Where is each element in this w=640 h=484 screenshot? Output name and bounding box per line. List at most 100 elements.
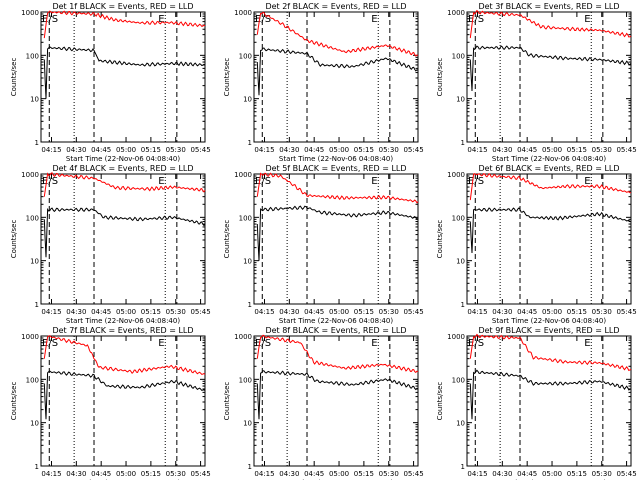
- x-tick-label: 04:45: [517, 146, 537, 154]
- panel-9: Det 9f BLACK = Events, RED = LLD E/S E 1 10 1…: [436, 326, 637, 484]
- panel-6: Det 6f BLACK = Events, RED = LLD E/S E 1 10 1…: [436, 164, 637, 325]
- lld-series-line: [256, 334, 419, 374]
- x-tick-label: 04:15: [41, 146, 61, 154]
- x-tick-label: 04:45: [517, 470, 537, 478]
- plot-frame: [466, 11, 632, 143]
- marker-label: E: [371, 14, 377, 25]
- lld-series-line: [256, 11, 419, 57]
- y-tick-label: 1000: [21, 333, 39, 341]
- y-tick-label: 1000: [234, 171, 252, 179]
- marker-label: E/S: [42, 14, 58, 25]
- x-tick-label: 05:30: [166, 146, 186, 154]
- marker-label: E/S: [255, 14, 271, 25]
- y-tick-label: 10: [456, 96, 465, 104]
- x-axis-label: Start Time (22-Nov-06 04:08:40): [66, 317, 180, 325]
- x-tick-label: 05:15: [141, 308, 161, 316]
- panel-3: Det 3f BLACK = Events, RED = LLD E/S E 1 10 1…: [436, 2, 637, 163]
- x-tick-label: 04:30: [66, 146, 86, 154]
- lld-series-line: [469, 333, 632, 372]
- x-tick-label: 04:30: [279, 470, 299, 478]
- x-axis-label: Start Time (22-Nov-06 04:08:40): [66, 155, 180, 163]
- y-tick-label: 1000: [447, 333, 465, 341]
- x-tick-label: 05:15: [354, 308, 374, 316]
- x-tick-label: 04:30: [492, 146, 512, 154]
- x-tick-label: 05:45: [616, 470, 636, 478]
- events-series-line: [256, 370, 419, 420]
- marker-label: E/S: [42, 338, 58, 349]
- plot-frame: [253, 11, 419, 143]
- x-tick-label: 05:00: [329, 308, 349, 316]
- marker-label: E: [158, 14, 164, 25]
- x-tick-label: 04:15: [41, 470, 61, 478]
- panel-title: Det 9f BLACK = Events, RED = LLD: [478, 326, 619, 335]
- x-tick-label: 05:00: [329, 146, 349, 154]
- y-tick-label: 100: [26, 214, 39, 222]
- y-tick-label: 100: [452, 52, 465, 60]
- plot-frame: [40, 11, 206, 143]
- panel-7: Det 7f BLACK = Events, RED = LLD E/S E 1 10 1…: [10, 326, 211, 484]
- x-tick-label: 05:30: [592, 308, 612, 316]
- events-series-line: [43, 46, 206, 99]
- y-tick-label: 1000: [447, 9, 465, 17]
- y-tick-label: 1000: [234, 333, 252, 341]
- lld-series-line: [43, 10, 206, 39]
- y-tick-label: 10: [243, 258, 252, 266]
- y-tick-label: 10: [30, 258, 39, 266]
- y-tick-label: 10: [30, 96, 39, 104]
- y-tick-label: 100: [452, 214, 465, 222]
- panel-1: Det 1f BLACK = Events, RED = LLD E/S E 1 10 1…: [10, 2, 211, 163]
- marker-label: E/S: [255, 338, 271, 349]
- x-tick-label: 04:45: [517, 308, 537, 316]
- x-tick-label: 05:30: [592, 470, 612, 478]
- x-tick-label: 05:30: [166, 470, 186, 478]
- x-axis-label: Start Time (22-Nov-06 04:08:40): [279, 317, 393, 325]
- x-tick-label: 05:00: [116, 146, 136, 154]
- x-tick-label: 05:30: [166, 308, 186, 316]
- marker-label: E/S: [468, 338, 484, 349]
- x-tick-label: 04:30: [492, 308, 512, 316]
- events-series-line: [469, 369, 632, 420]
- y-tick-label: 1: [248, 139, 252, 147]
- y-tick-label: 10: [456, 420, 465, 428]
- panel-title: Det 4f BLACK = Events, RED = LLD: [52, 164, 193, 173]
- y-tick-label: 100: [26, 376, 39, 384]
- x-tick-label: 05:15: [567, 470, 587, 478]
- x-tick-label: 05:45: [190, 308, 210, 316]
- x-tick-label: 05:30: [379, 470, 399, 478]
- x-tick-label: 05:00: [542, 470, 562, 478]
- x-tick-label: 05:45: [403, 470, 423, 478]
- x-axis-label: Start Time (22-Nov-06 04:08:40): [279, 155, 393, 163]
- lld-series-line: [256, 172, 419, 204]
- x-tick-label: 04:15: [467, 470, 487, 478]
- y-tick-label: 1000: [21, 171, 39, 179]
- x-tick-label: 05:15: [141, 470, 161, 478]
- y-tick-label: 1: [35, 301, 39, 309]
- panel-title: Det 8f BLACK = Events, RED = LLD: [265, 326, 406, 335]
- x-tick-label: 05:45: [616, 308, 636, 316]
- lld-series-line: [469, 9, 632, 39]
- plot-frame: [466, 173, 632, 305]
- x-tick-label: 04:15: [254, 146, 274, 154]
- x-tick-label: 04:30: [279, 308, 299, 316]
- y-axis-label: Counts/sec: [436, 220, 444, 259]
- y-tick-label: 100: [239, 52, 252, 60]
- x-tick-label: 04:30: [66, 470, 86, 478]
- x-tick-label: 04:45: [304, 470, 324, 478]
- x-tick-label: 05:45: [616, 146, 636, 154]
- y-axis-label: Counts/sec: [436, 58, 444, 97]
- y-tick-label: 100: [26, 52, 39, 60]
- marker-label: E: [371, 338, 377, 349]
- y-tick-label: 1: [35, 139, 39, 147]
- x-tick-label: 05:30: [379, 308, 399, 316]
- y-tick-label: 1000: [234, 9, 252, 17]
- y-tick-label: 1: [35, 463, 39, 471]
- y-tick-label: 1: [461, 463, 465, 471]
- x-tick-label: 04:45: [304, 146, 324, 154]
- x-tick-label: 05:30: [592, 146, 612, 154]
- events-series-line: [43, 207, 206, 258]
- marker-label: E/S: [468, 14, 484, 25]
- x-tick-label: 04:45: [91, 308, 111, 316]
- y-axis-label: Counts/sec: [10, 220, 18, 259]
- x-tick-label: 04:45: [91, 146, 111, 154]
